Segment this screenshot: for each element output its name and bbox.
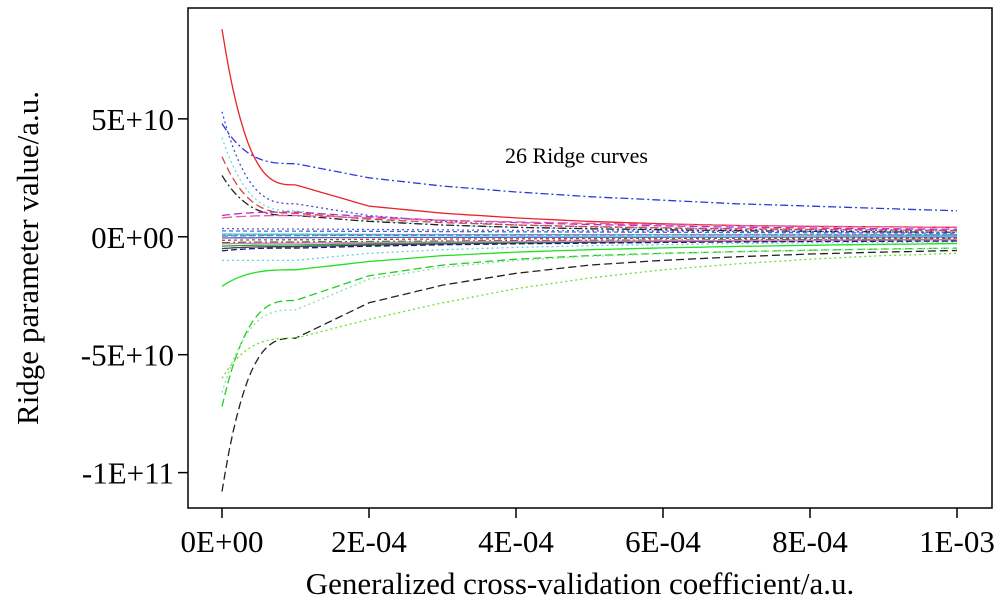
ridge-curve-17 (222, 230, 957, 234)
ridge-curve-26 (221, 233, 957, 237)
ridge-curve-13 (221, 247, 958, 407)
ridge-curve-1 (221, 29, 957, 228)
ridge-curve-6 (221, 175, 958, 233)
curves-annotation: 26 Ridge curves (505, 143, 648, 168)
ridge-curve-14 (221, 247, 958, 393)
ridge-curve-15 (221, 249, 958, 492)
y-tick-label: 0E+00 (91, 220, 174, 255)
x-axis: 0E+00 2E-04 4E-04 6E-04 8E-04 1E-03 (181, 508, 995, 559)
ridge-curve-23 (221, 227, 958, 233)
ridge-curve-3 (221, 111, 958, 232)
ridge-curve-2 (221, 123, 958, 212)
x-axis-label: Generalized cross-validation coefficient… (306, 566, 855, 601)
ridge-curve-21 (221, 237, 957, 241)
ridge-curve-20 (221, 236, 957, 239)
y-tick-label: -1E+11 (82, 456, 174, 491)
ridge-curve-22 (221, 238, 958, 244)
ridge-curve-11 (222, 241, 957, 262)
y-tick-label: 5E+10 (91, 102, 174, 137)
plot-area-frame (187, 7, 993, 509)
x-tick-label: 8E-04 (772, 524, 848, 559)
ridge-curve-16 (221, 252, 958, 379)
y-axis: 5E+10 0E+00 -5E+10 -1E+11 (81, 102, 188, 491)
ridge-curve-5 (221, 156, 958, 232)
x-tick-label: 2E-04 (331, 524, 407, 559)
x-tick-label: 1E-03 (919, 524, 995, 559)
ridge-curve-12 (221, 242, 958, 287)
ridge-curve-24 (221, 239, 958, 245)
ridge-curve-25 (221, 240, 958, 252)
x-tick-label: 0E+00 (181, 524, 264, 559)
series-layer (221, 29, 958, 492)
y-axis-label: Ridge parameter value/a.u. (10, 91, 45, 425)
x-tick-label: 4E-04 (478, 524, 554, 559)
ridge-curve-8 (221, 214, 957, 228)
y-tick-label: -5E+10 (81, 338, 174, 373)
x-tick-label: 6E-04 (625, 524, 701, 559)
